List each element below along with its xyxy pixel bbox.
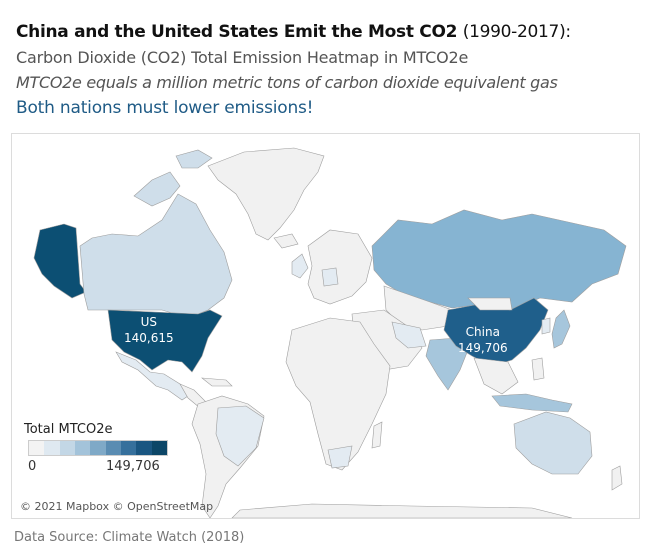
china-label-value: 149,706	[458, 341, 508, 355]
legend-title: Total MTCO2e	[24, 422, 113, 437]
country-indonesia[interactable]	[491, 393, 573, 413]
subtitle: Carbon Dioxide (CO2) Total Emission Heat…	[16, 48, 469, 67]
canada-islands-2[interactable]	[175, 149, 213, 169]
legend-min: 0	[28, 459, 37, 474]
country-iceland[interactable]	[273, 233, 299, 249]
country-us[interactable]	[107, 309, 223, 373]
country-greenland[interactable]	[207, 147, 325, 241]
country-new-zealand[interactable]	[611, 465, 623, 491]
legend-swatch	[105, 441, 121, 455]
southeast-asia[interactable]	[473, 357, 519, 395]
china-label-name: China	[465, 325, 500, 339]
legend-swatch	[151, 441, 167, 455]
country-south-africa[interactable]	[327, 445, 353, 469]
legend-swatch	[90, 441, 106, 455]
legend-max: 149,706	[106, 459, 160, 474]
china-label: China 149,706	[458, 324, 508, 356]
data-source: Data Source: Climate Watch (2018)	[14, 530, 245, 545]
country-australia[interactable]	[513, 411, 593, 475]
country-brazil[interactable]	[215, 405, 265, 467]
unit-note: MTCO2e equals a million metric tons of c…	[16, 73, 558, 92]
us-label-name: US	[140, 315, 158, 329]
caribbean-islands[interactable]	[201, 377, 233, 387]
country-mexico[interactable]	[115, 351, 189, 401]
chart-title: China and the United States Emit the Mos…	[16, 22, 571, 42]
africa[interactable]	[285, 317, 391, 471]
us-label: US 140,615	[124, 314, 174, 346]
legend-swatch	[136, 441, 152, 455]
map-attribution[interactable]: © 2021 Mapbox © OpenStreetMap	[20, 500, 214, 513]
central-asia[interactable]	[383, 285, 453, 331]
country-germany[interactable]	[321, 267, 339, 287]
country-uk[interactable]	[291, 253, 309, 279]
country-japan[interactable]	[551, 309, 571, 349]
antarctica[interactable]	[231, 503, 573, 518]
title-main: China and the United States Emit the Mos…	[16, 22, 458, 42]
legend-swatch	[59, 441, 75, 455]
country-iran[interactable]	[391, 321, 427, 349]
legend-swatch	[120, 441, 137, 455]
country-alaska[interactable]	[33, 223, 87, 299]
country-madagascar[interactable]	[371, 421, 383, 449]
title-years: (1990-2017):	[462, 22, 571, 42]
legend-swatch	[74, 441, 91, 455]
country-mongolia[interactable]	[467, 297, 513, 311]
us-label-value: 140,615	[124, 331, 174, 345]
legend-swatch	[44, 441, 60, 455]
canada-islands[interactable]	[133, 171, 181, 207]
legend-swatch	[29, 441, 45, 455]
callout-text: Both nations must lower emissions!	[16, 98, 314, 118]
country-philippines[interactable]	[531, 357, 545, 381]
country-canada[interactable]	[79, 193, 233, 317]
europe[interactable]	[307, 229, 373, 305]
legend-color-scale	[28, 440, 168, 456]
map-svg	[33, 147, 627, 518]
country-korea[interactable]	[541, 317, 551, 335]
